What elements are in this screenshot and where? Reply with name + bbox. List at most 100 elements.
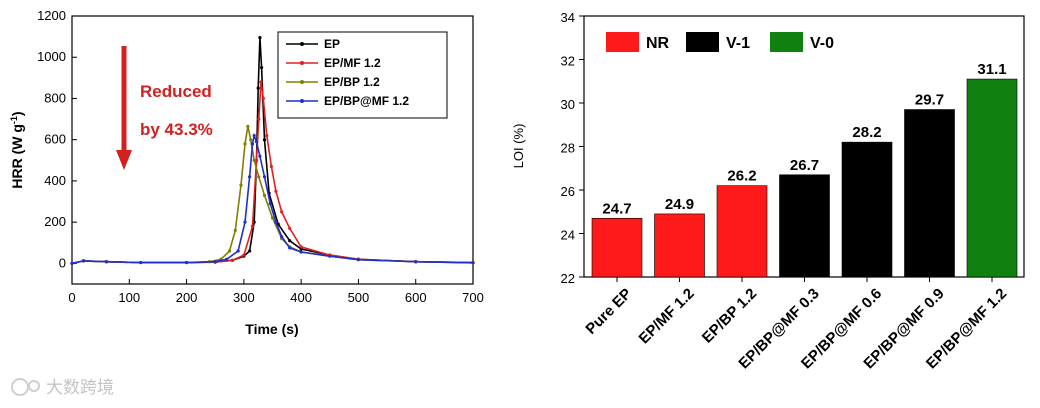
loi-ylabel: LOI (%): [511, 124, 526, 169]
hrr-plot-frame: [71, 15, 474, 285]
annotation-line1: Reduced: [140, 82, 212, 101]
hrr-point: [270, 216, 275, 220]
hrr-point: [258, 36, 262, 40]
loi-category-label: Pure EP: [582, 285, 635, 338]
hrr-point: [243, 220, 247, 224]
hrr-point: [269, 164, 273, 169]
hrr-point: [242, 253, 246, 257]
hrr-y-tick-label: 1000: [37, 49, 66, 64]
hrr-point: [247, 249, 252, 253]
loi-legend-swatch: [606, 32, 639, 52]
loi-bar: [841, 141, 893, 278]
hrr-point: [250, 224, 255, 228]
hrr-x-tick-label: 400: [290, 290, 312, 305]
hrr-series-lines: [70, 36, 475, 265]
hrr-axis-ticks: 0 100 200 300 400 500 600 700 0 200 400 600 800 1000 1…: [37, 8, 484, 305]
hrr-point: [254, 140, 259, 144]
hrr-point: [471, 261, 475, 265]
hrr-point: [246, 124, 250, 128]
hrr-legend: EP EP/MF 1.2 EP/BP 1.2 EP/BP@MF 1.2: [277, 31, 448, 119]
hrr-legend-label: EP/BP 1.2: [324, 75, 380, 89]
hrr-point: [274, 189, 278, 193]
loi-y-tick-label: 34: [561, 10, 575, 25]
hrr-point: [328, 254, 332, 258]
hrr-legend-marker: [300, 61, 304, 65]
hrr-point: [254, 158, 259, 162]
loi-legend-swatch: [686, 32, 719, 52]
watermark-logo-icon: [11, 378, 29, 396]
loi-y-tick-label: 22: [561, 271, 575, 286]
hrr-series-line-2: [71, 126, 474, 265]
loi-bar-value-label: 26.7: [790, 157, 819, 174]
hrr-legend-label: EP: [324, 37, 340, 51]
reduction-annotation: Reduced by 43.3%: [116, 46, 213, 170]
hrr-point: [252, 133, 256, 138]
hrr-point: [280, 210, 284, 214]
loi-y-tick-label: 26: [561, 184, 575, 199]
hrr-y-tick-label: 0: [59, 255, 66, 270]
hrr-point: [243, 142, 247, 146]
hrr-legend-marker: [300, 80, 304, 84]
hrr-point: [236, 249, 240, 253]
loi-legend: NR V-1 V-0: [606, 32, 834, 52]
loi-bar: [591, 217, 643, 278]
hrr-y-tick-label: 200: [44, 214, 66, 229]
loi-bar-value-label: 24.7: [602, 200, 631, 217]
hrr-y-tick-label: 600: [44, 132, 66, 147]
hrr-point: [288, 239, 292, 243]
hrr-point: [299, 245, 303, 249]
loi-bar: [904, 109, 955, 278]
hrr-point: [256, 86, 260, 90]
hrr-chart: 0 100 200 300 400 500 600 700 0 200 400 600 800 1000 1…: [9, 8, 484, 337]
loi-y-tick-label: 28: [561, 141, 575, 156]
loi-bar: [716, 185, 768, 278]
hrr-x-tick-label: 200: [176, 290, 198, 305]
hrr-point: [227, 249, 232, 253]
loi-bars: 24.7 Pure EP 24.9 EP/MF 1.2 26.2 EP/BP 1.2 26.…: [582, 61, 1018, 372]
hrr-y-tick-label: 800: [44, 90, 66, 105]
hrr-point: [262, 138, 267, 142]
hrr-point: [230, 258, 234, 262]
hrr-point: [70, 261, 74, 265]
hrr-xlabel: Time (s): [245, 321, 298, 337]
hrr-point: [139, 260, 143, 265]
hrr-point: [252, 158, 256, 162]
loi-bar-value-label: 28.2: [852, 124, 881, 141]
hrr-point: [249, 138, 253, 142]
loi-y-tick-label: 24: [561, 228, 575, 243]
hrr-point: [265, 133, 269, 138]
hrr-legend-label: EP/BP@MF 1.2: [324, 94, 409, 108]
loi-axis-ticks: 22 24 26 28 30 32 34: [561, 10, 584, 286]
hrr-point: [250, 142, 255, 146]
watermark: 大数跨境: [11, 378, 114, 397]
hrr-legend-box: [277, 31, 448, 119]
loi-bar-value-label: 24.9: [665, 196, 694, 213]
hrr-y-tick-label: 400: [44, 173, 66, 188]
loi-bar: [654, 213, 705, 278]
hrr-x-tick-label: 700: [462, 290, 484, 305]
loi-bar-value-label: 29.7: [915, 92, 944, 109]
hrr-point: [233, 228, 237, 232]
hrr-x-tick-label: 100: [118, 290, 140, 305]
hrr-x-tick-label: 500: [348, 290, 370, 305]
annotation-line2: by 43.3%: [140, 120, 213, 139]
hrr-point: [225, 257, 229, 261]
hrr-point: [288, 246, 292, 250]
hrr-point: [274, 220, 278, 224]
hrr-point: [259, 80, 263, 84]
hrr-x-tick-label: 300: [233, 290, 255, 305]
hrr-point: [257, 175, 261, 179]
hrr-series-line-3: [71, 132, 474, 265]
hrr-point: [213, 260, 217, 264]
loi-bar-value-label: 31.1: [977, 61, 1006, 78]
hrr-point: [258, 154, 262, 158]
hrr-point: [288, 226, 292, 230]
hrr-point: [260, 65, 264, 70]
loi-bar-value-label: 26.2: [727, 168, 756, 185]
hrr-legend-marker: [300, 42, 304, 46]
hrr-point: [356, 258, 361, 262]
hrr-point: [262, 175, 267, 179]
hrr-x-tick-label: 600: [405, 290, 427, 305]
